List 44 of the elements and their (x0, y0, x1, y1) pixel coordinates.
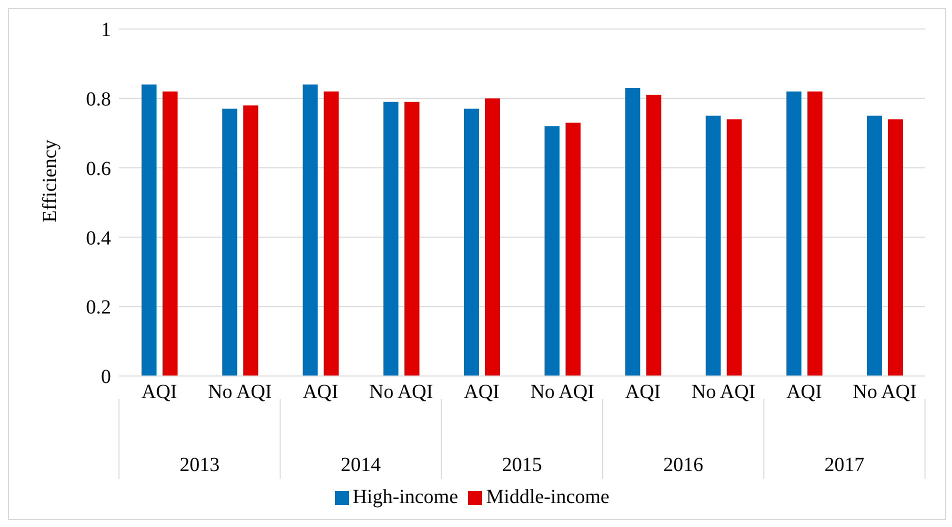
bar (464, 108, 479, 376)
x-tick-label: No AQI (530, 381, 594, 404)
y-tick-label: 0.6 (86, 158, 111, 180)
bar (706, 116, 721, 376)
text: 2015 (500, 454, 543, 477)
bar (625, 88, 640, 376)
bar (243, 105, 258, 376)
bar (324, 91, 339, 376)
y-tick-label: 0.4 (86, 227, 111, 250)
x-tick-label: No AQI (208, 381, 272, 404)
legend-label: High-income (352, 486, 458, 508)
x-tick-label: AQI (142, 381, 178, 404)
text: 2017 (823, 454, 866, 477)
x-tick-label: No AQI (369, 381, 434, 404)
bar (807, 91, 822, 376)
bar (404, 102, 420, 376)
x-tick-label: AQI (464, 381, 500, 404)
bar (786, 91, 802, 376)
bar (566, 122, 581, 376)
bar (222, 108, 238, 376)
bar (888, 119, 903, 376)
y-axis-title: Efficiency (39, 140, 62, 222)
bar (162, 91, 178, 376)
legend-label: Middle-income (486, 486, 610, 508)
y-tick-label: 0.8 (86, 88, 111, 110)
x-tick-label: No AQI (692, 381, 756, 404)
text: 2013 (178, 454, 221, 477)
text: 2016 (662, 454, 704, 477)
y-tick-label: 1 (101, 19, 111, 42)
bar (484, 98, 500, 376)
bar (383, 102, 398, 376)
bar (302, 84, 318, 376)
y-tick-label: 0 (101, 366, 111, 388)
text: 2014 (340, 454, 382, 477)
x-tick-label: No AQI (852, 381, 917, 404)
bar (726, 119, 742, 376)
bar (544, 126, 560, 376)
x-tick-label: AQI (302, 381, 338, 404)
bar (866, 116, 882, 376)
bar (142, 84, 157, 376)
y-tick-label: 0.2 (86, 296, 111, 319)
x-tick-label: AQI (786, 381, 822, 404)
x-tick-label: AQI (625, 381, 661, 404)
bar (646, 94, 662, 376)
